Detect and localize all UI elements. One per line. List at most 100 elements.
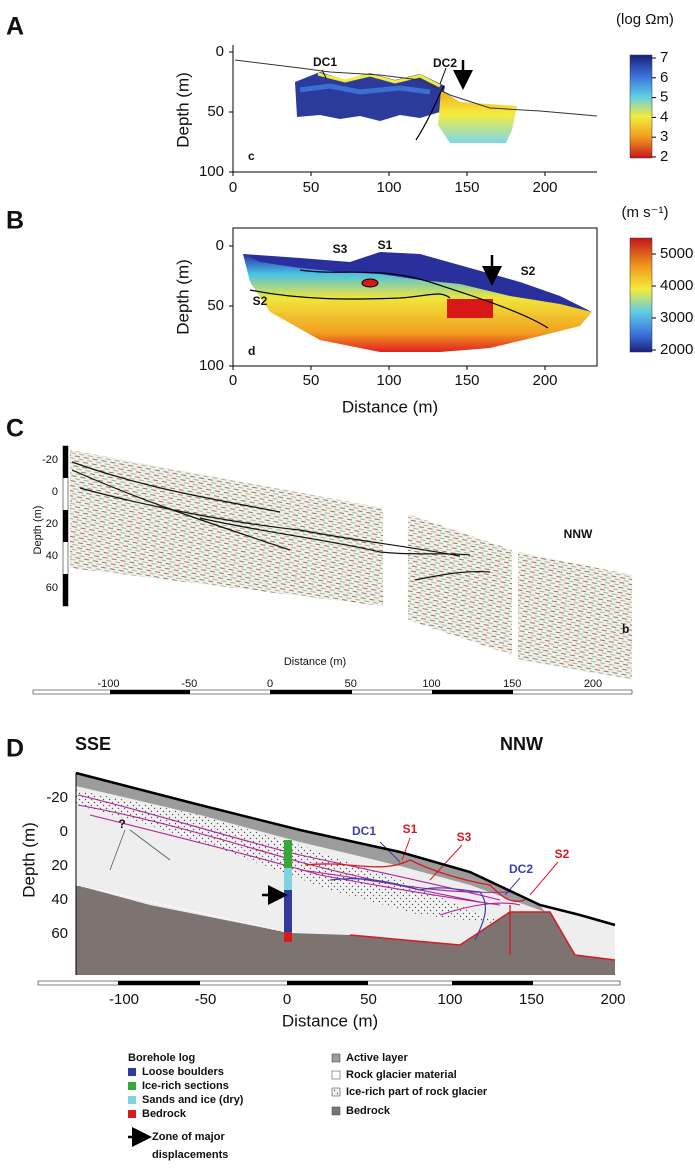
y-tick-label: 50 (207, 297, 224, 314)
x-tick-label: 100 (376, 179, 401, 196)
x-tick-label: 150 (454, 372, 479, 389)
x-tick-label: 100 (437, 991, 462, 1008)
colorbar (629, 237, 653, 353)
y-tick-label: 40 (51, 891, 68, 908)
seismic-section (70, 450, 632, 680)
panel-label: C (6, 415, 24, 443)
annotation: SSE (75, 734, 111, 754)
annotation: S3 (457, 830, 472, 844)
panel-label: B (6, 207, 24, 235)
y-tick-label: -20 (42, 454, 58, 466)
x-tick-label: 100 (422, 678, 440, 690)
y-tick-label: 100 (199, 357, 224, 374)
legend-item: Ice-rich sections (142, 1080, 229, 1092)
legend-title: Borehole log (128, 1052, 195, 1064)
scale-bar (270, 690, 352, 694)
colorbar-tick-label: 6 (660, 69, 668, 86)
topography (234, 59, 598, 117)
y-tick-label: 40 (46, 550, 58, 562)
legend: Borehole log Loose boulders Ice-rich sec… (128, 1052, 488, 1161)
x-tick-label: 100 (376, 372, 401, 389)
colorbar (629, 54, 653, 159)
x-tick-label: -100 (97, 678, 119, 690)
y-tick-label: 20 (51, 857, 68, 874)
x-tick-label: 50 (345, 678, 357, 690)
y-axis-label: Depth (m) (32, 506, 44, 555)
y-axis-label: Depth (m) (173, 72, 192, 148)
colorbar-tick-label: 3 (660, 128, 668, 145)
y-tick-label: 100 (199, 163, 224, 180)
x-tick-label: 150 (503, 678, 521, 690)
surface (75, 771, 616, 927)
x-tick-label: 200 (600, 991, 625, 1008)
x-tick-label: 50 (360, 991, 377, 1008)
y-tick-label: 0 (216, 237, 224, 254)
y-tick-label: 50 (207, 103, 224, 120)
legend-item: Loose boulders (142, 1066, 224, 1078)
colorbar-tick-label: 5000 (660, 245, 693, 262)
colorbar-tick-label: 5 (660, 89, 668, 106)
x-tick-label: 200 (532, 372, 557, 389)
x-axis-label: Distance (m) (342, 397, 438, 416)
annotation: DC1 (352, 824, 376, 838)
colorbar-tick-label: 4 (660, 108, 668, 125)
legend-item: Zone of major (152, 1131, 225, 1143)
annotation: DC2 (433, 56, 457, 70)
annotation: S2 (253, 294, 268, 308)
bedrock-edge (349, 911, 616, 961)
y-tick-label: 60 (51, 925, 68, 942)
x-tick-label: 150 (519, 991, 544, 1008)
y-tick-label: 60 (46, 582, 58, 594)
x-tick-label: 50 (303, 372, 320, 389)
x-tick-label: 0 (229, 179, 237, 196)
x-tick-label: 0 (283, 991, 291, 1008)
x-tick-label: -100 (109, 991, 139, 1008)
colorbar-title: (m s⁻¹) (621, 204, 668, 221)
legend-item: Ice-rich part of rock glacier (346, 1086, 488, 1098)
legend-item: displacements (152, 1149, 228, 1161)
annotation: c (248, 149, 255, 163)
y-tick-label: 0 (52, 486, 58, 498)
y-tick-label: 20 (46, 518, 58, 530)
colorbar-tick-label: 2000 (660, 341, 693, 358)
annotation: NNW (500, 734, 543, 754)
velocity-section (243, 252, 592, 352)
x-tick-label: 150 (454, 179, 479, 196)
legend-item: Bedrock (346, 1105, 391, 1117)
panel-label: D (6, 735, 24, 763)
annotation: NNW (564, 527, 593, 541)
scale-bar (63, 574, 68, 606)
y-axis-label: Depth (m) (173, 259, 192, 335)
x-tick-label: 200 (584, 678, 602, 690)
annotation: S2 (555, 847, 570, 861)
x-axis-label: Distance (m) (284, 656, 346, 668)
legend-item: Rock glacier material (346, 1069, 457, 1081)
annotation: d (248, 344, 255, 358)
x-tick-label: 0 (229, 372, 237, 389)
colorbar-tick-label: 3000 (660, 309, 693, 326)
annotation: DC1 (313, 55, 337, 69)
y-tick-label: -20 (46, 789, 68, 806)
legend-item: Active layer (346, 1052, 408, 1064)
scale-bar (118, 981, 200, 985)
frame (232, 227, 598, 367)
panel-label: A (6, 13, 24, 41)
x-tick-label: 200 (532, 179, 557, 196)
colorbar-tick-label: 7 (660, 49, 668, 66)
scale-bar (287, 981, 368, 985)
colorbar-title: (log Ωm) (616, 11, 674, 28)
colorbar-tick-label: 4000 (660, 277, 693, 294)
annotation: S1 (378, 238, 393, 252)
x-tick-label: -50 (181, 678, 197, 690)
y-axis-label: Depth (m) (19, 822, 38, 898)
y-tick-label: 0 (60, 823, 68, 840)
annotation: S2 (521, 264, 536, 278)
colorbar-tick-label: 2 (660, 148, 668, 165)
interpretation (75, 773, 615, 975)
scale-bar (452, 981, 533, 985)
x-axis-label: Distance (m) (282, 1011, 378, 1030)
x-tick-label: 50 (303, 179, 320, 196)
resistivity-section (295, 67, 517, 143)
